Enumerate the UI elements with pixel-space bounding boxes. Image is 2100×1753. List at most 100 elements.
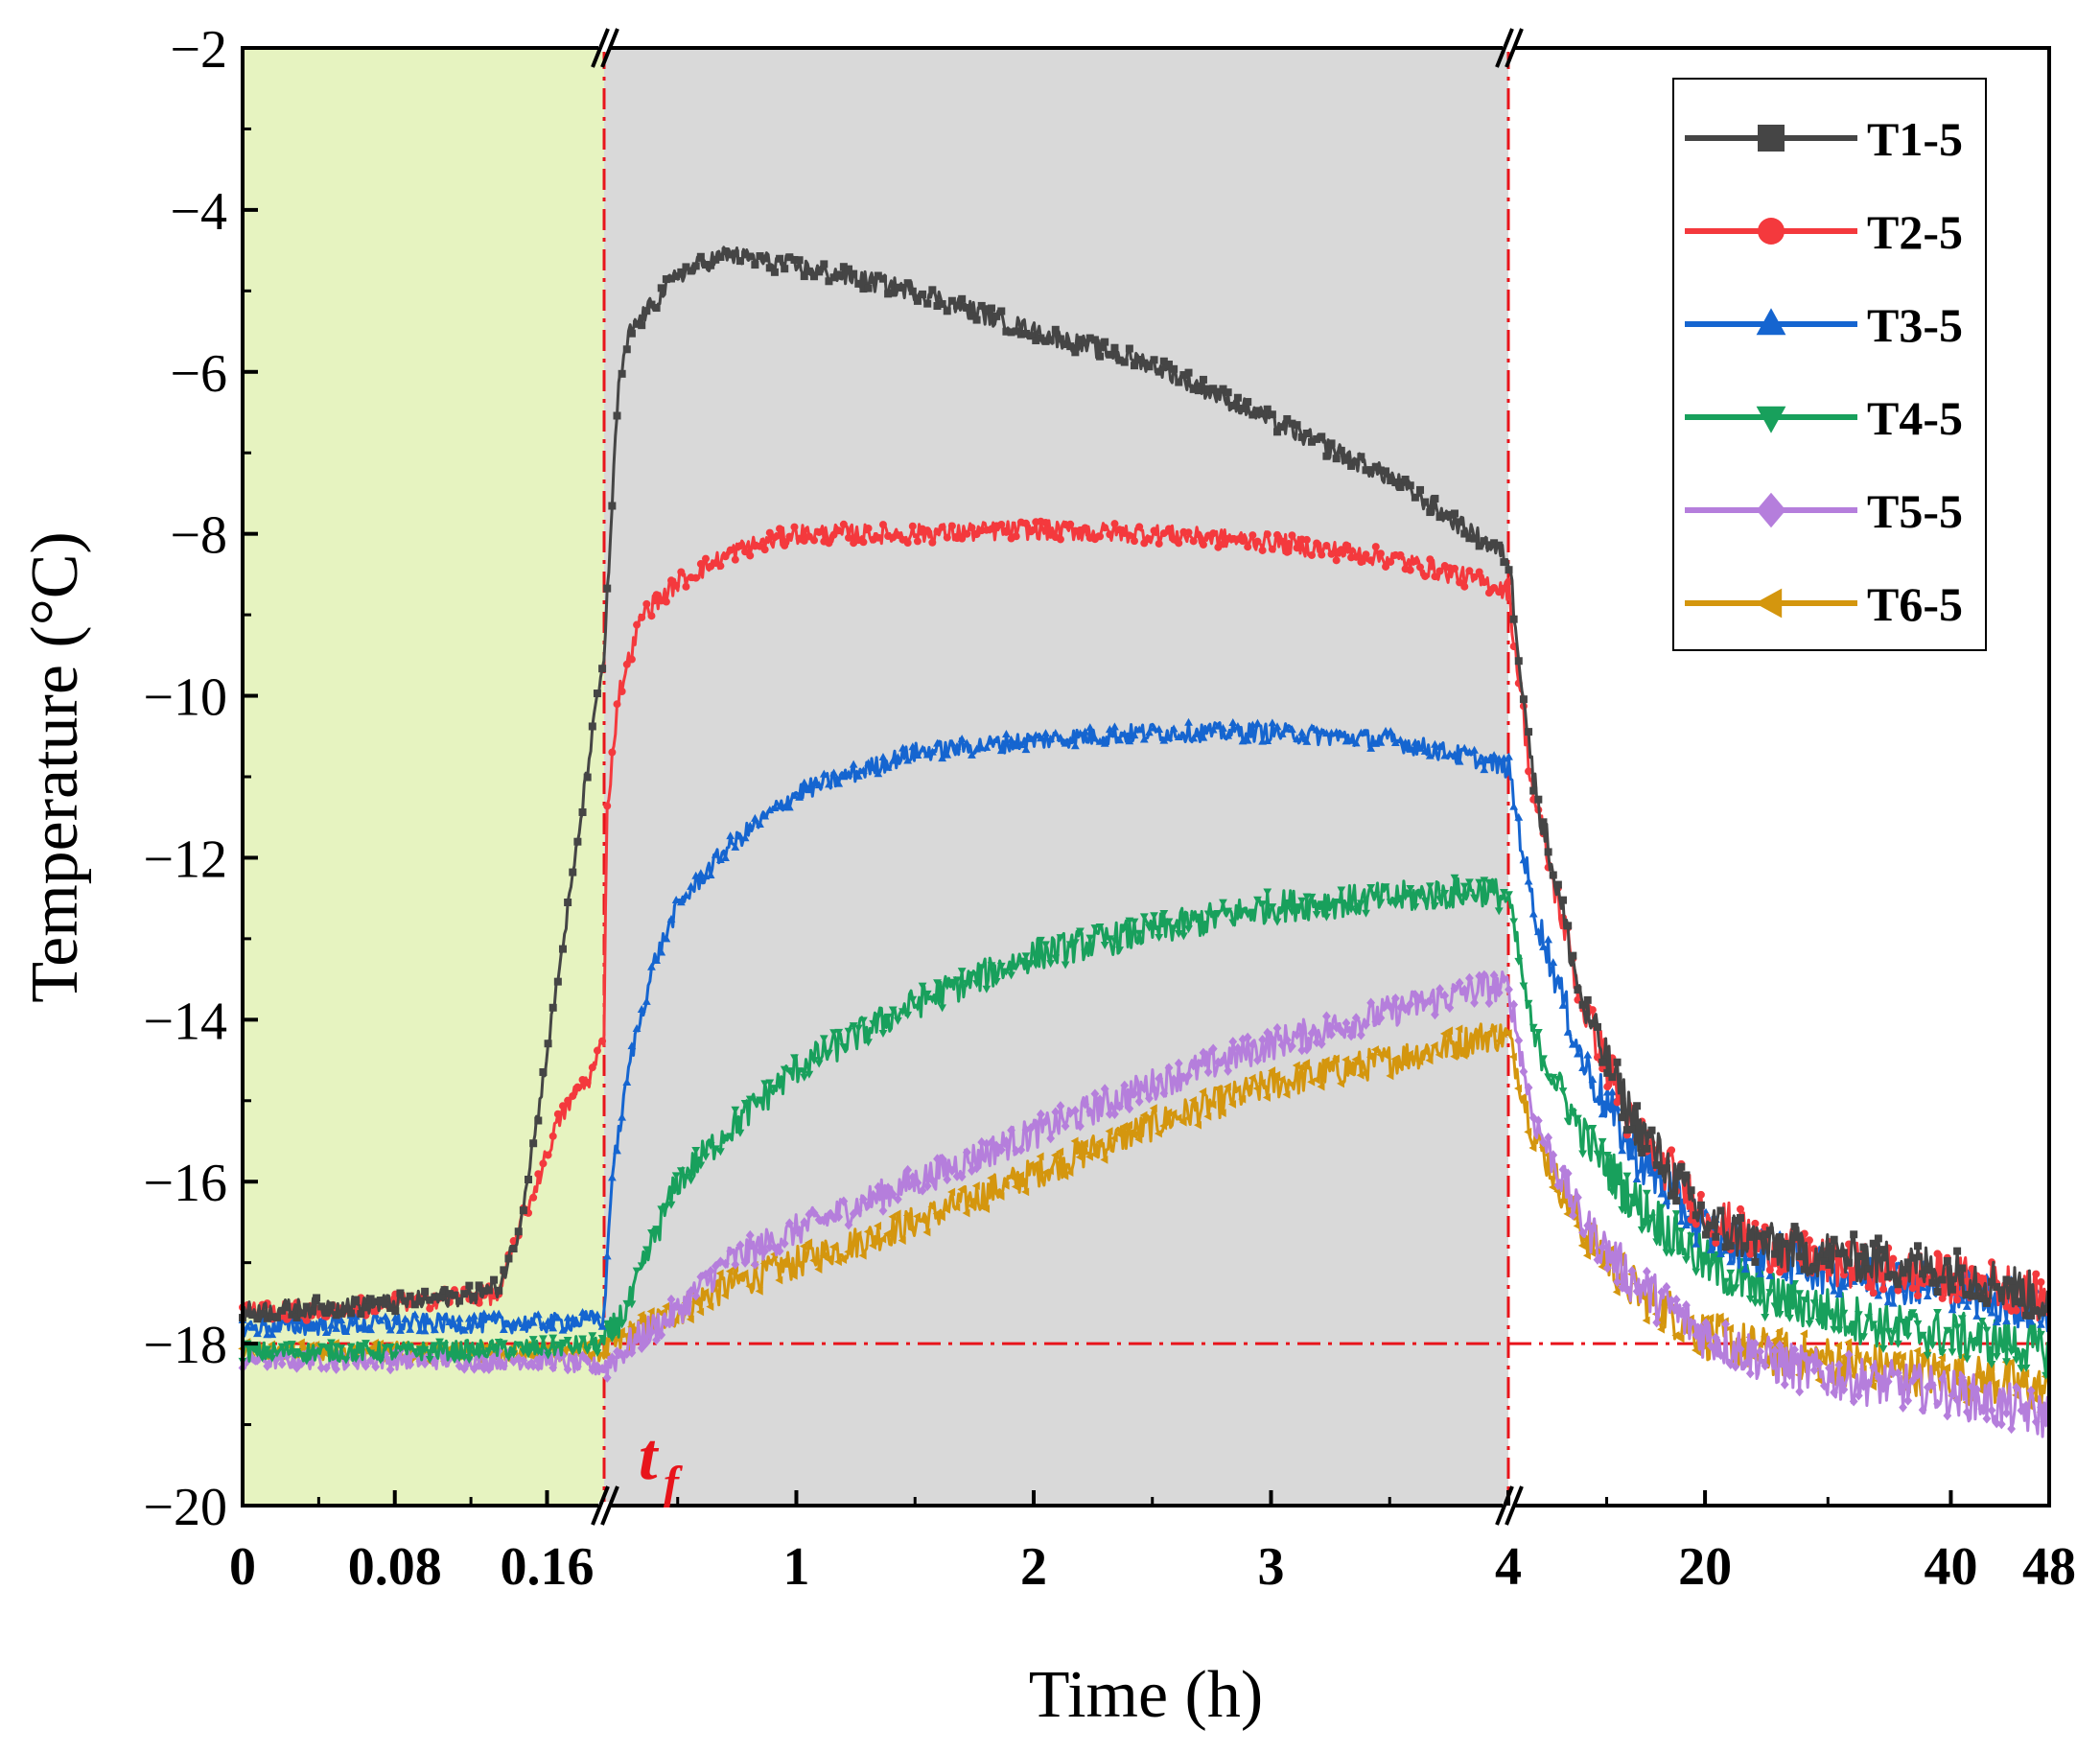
data-point-T1-5 [1529,786,1538,795]
data-point-T2-5 [1411,557,1419,566]
data-point-T5-5 [1568,1210,1577,1221]
data-point-T4-5 [1366,884,1376,893]
data-point-T1-5 [1037,334,1045,342]
data-point-T4-5 [406,1344,415,1352]
data-point-T3-5 [859,766,868,775]
data-point-T4-5 [1213,910,1223,919]
data-point-T6-5 [1400,1059,1409,1068]
data-point-T6-5 [1105,1127,1113,1136]
data-point-T3-5 [834,779,844,787]
data-point-T1-5 [1297,432,1306,441]
data-point-T2-5 [1450,564,1458,573]
data-point-T1-5 [1062,339,1070,348]
data-point-T3-5 [1588,1075,1598,1084]
data-point-T6-5 [1474,1026,1482,1036]
data-point-T6-5 [1800,1329,1808,1339]
data-point-T4-5 [1809,1299,1819,1308]
data-point-T3-5 [544,1317,552,1325]
data-point-T4-5 [337,1344,346,1353]
data-point-T5-5 [795,1225,805,1236]
data-point-T3-5 [1834,1289,1844,1297]
data-point-T3-5 [1194,729,1203,737]
data-point-T6-5 [745,1281,754,1291]
data-point-T5-5 [1647,1275,1656,1286]
data-point-T1-5 [1239,404,1248,412]
data-point-T1-5 [1737,1214,1745,1223]
data-point-T3-5 [1519,855,1528,864]
data-point-T2-5 [1805,1236,1813,1245]
data-point-T2-5 [894,530,902,539]
legend-label: T6-5 [1867,577,1963,631]
data-point-T3-5 [1923,1291,1932,1299]
data-point-T3-5 [1253,718,1262,727]
legend-item-T6-5: T6-5 [1685,577,1963,631]
data-point-T4-5 [1667,1249,1676,1257]
data-point-T3-5 [1647,1168,1656,1177]
data-point-T5-5 [1982,1414,1992,1424]
data-point-T4-5 [1652,1238,1662,1247]
data-point-T5-5 [1622,1284,1632,1296]
data-point-T1-5 [1770,1250,1779,1258]
data-point-T4-5 [1362,909,1370,918]
data-point-T3-5 [351,1312,361,1321]
data-point-T1-5 [307,1307,315,1316]
data-point-T4-5 [627,1300,637,1309]
x-tick-label: 2 [1020,1537,1047,1597]
data-point-T1-5 [593,690,601,698]
data-point-T5-5 [607,1352,617,1363]
data-point-T2-5 [682,582,690,591]
data-point-T4-5 [1854,1311,1863,1320]
data-point-T5-5 [1459,984,1469,995]
data-point-T1-5 [1175,378,1183,386]
data-point-T5-5 [825,1209,833,1221]
data-point-T2-5 [810,536,819,545]
data-point-T3-5 [1692,1239,1701,1248]
data-point-T5-5 [1662,1281,1671,1293]
data-point-T1-5 [1302,429,1311,437]
data-point-T1-5 [731,249,739,258]
data-point-T5-5 [1134,1096,1144,1107]
data-point-T5-5 [263,1361,272,1371]
data-point-T3-5 [1145,728,1154,736]
data-point-T6-5 [1395,1062,1404,1071]
data-point-T3-5 [376,1316,385,1324]
data-point-T6-5 [1292,1061,1300,1070]
data-point-T5-5 [597,1364,607,1374]
data-point-T3-5 [578,1308,587,1317]
data-point-T1-5 [776,254,784,263]
data-point-T1-5 [1371,462,1380,471]
data-point-T3-5 [459,1325,469,1334]
data-point-T4-5 [1563,1117,1573,1126]
data-point-T3-5 [1051,729,1061,737]
data-point-T3-5 [662,934,671,943]
data-point-T5-5 [1745,1367,1755,1379]
data-point-T5-5 [1696,1322,1706,1333]
data-point-T5-5 [1046,1133,1056,1144]
data-point-T4-5 [1061,961,1070,970]
data-point-T6-5 [662,1301,670,1311]
data-point-T5-5 [533,1362,543,1372]
data-point-T3-5 [1007,735,1015,743]
data-point-T6-5 [2031,1394,2040,1404]
data-point-T6-5 [1199,1087,1207,1096]
data-point-T3-5 [1598,1110,1607,1118]
data-point-T2-5 [662,597,670,606]
data-point-T2-5 [1244,543,1252,551]
data-point-T1-5 [248,1311,257,1320]
data-point-T3-5 [750,813,759,822]
data-point-T1-5 [2012,1297,2020,1306]
data-point-T1-5 [1746,1232,1755,1241]
data-point-T4-5 [652,1226,662,1234]
data-point-T1-5 [997,307,1006,316]
data-point-T6-5 [839,1255,848,1265]
data-point-T5-5 [1346,1030,1356,1041]
data-point-T1-5 [588,722,596,731]
data-point-T1-5 [396,1289,405,1297]
data-point-T6-5 [671,1316,680,1325]
data-point-T4-5 [1076,927,1085,936]
data-point-T4-5 [1056,934,1065,943]
data-point-T3-5 [1208,725,1218,734]
data-point-T4-5 [903,1011,913,1019]
data-point-T4-5 [1849,1321,1858,1329]
data-point-T5-5 [572,1361,582,1372]
